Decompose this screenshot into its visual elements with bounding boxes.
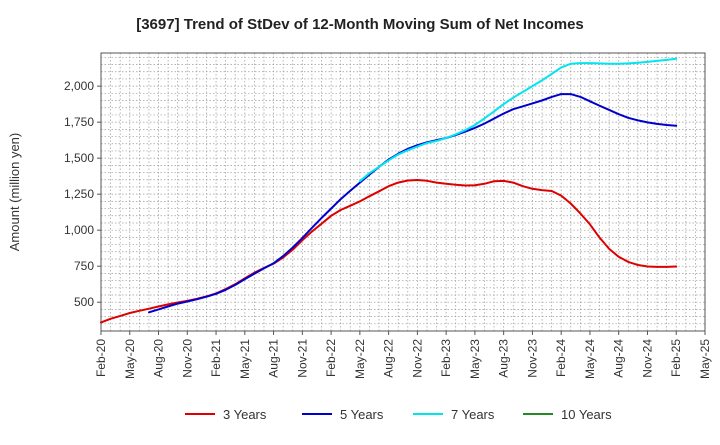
x-tick-label: Feb-22 bbox=[324, 339, 338, 377]
legend-label: 3 Years bbox=[223, 407, 267, 422]
series-lines bbox=[100, 57, 678, 324]
x-tick-label: May-23 bbox=[468, 339, 482, 379]
plot-area bbox=[100, 52, 706, 332]
x-axis-ticks: Feb-20 May-20 Aug-20 Nov-20 Feb-21 May-21 Aug-… bbox=[94, 331, 712, 379]
y-tick-label: 2,000 bbox=[64, 79, 94, 93]
y-axis-ticks: 500 750 1,000 1,250 1,500 1,750 2,000 bbox=[64, 79, 101, 309]
legend: 3 Years 5 Years 7 Years 10 Years bbox=[185, 407, 612, 422]
x-tick-label: May-22 bbox=[353, 339, 367, 379]
x-tick-label: Feb-21 bbox=[209, 339, 223, 377]
y-tick-label: 1,500 bbox=[64, 151, 94, 165]
x-tick-label: Feb-23 bbox=[439, 339, 453, 377]
series-line-5-years bbox=[148, 93, 678, 314]
x-tick-label: May-21 bbox=[238, 339, 252, 379]
x-tick-label: Feb-25 bbox=[669, 339, 683, 377]
y-tick-label: 1,000 bbox=[64, 223, 94, 237]
y-tick-label: 1,750 bbox=[64, 115, 94, 129]
x-tick-label: Aug-22 bbox=[382, 339, 396, 378]
x-tick-label: Aug-21 bbox=[267, 339, 281, 378]
x-tick-label: Feb-20 bbox=[94, 339, 108, 377]
legend-label: 7 Years bbox=[451, 407, 495, 422]
chart-title: [3697] Trend of StDev of 12-Month Moving… bbox=[136, 16, 584, 33]
series-line-7-years bbox=[358, 57, 678, 183]
x-tick-label: Nov-21 bbox=[295, 339, 309, 378]
legend-label: 10 Years bbox=[561, 407, 612, 422]
y-tick-label: 500 bbox=[74, 295, 94, 309]
x-tick-label: Aug-20 bbox=[152, 339, 166, 378]
x-tick-label: May-24 bbox=[583, 339, 597, 379]
x-tick-label: May-20 bbox=[123, 339, 137, 379]
y-axis-label: Amount (million yen) bbox=[7, 133, 22, 252]
x-tick-label: Nov-22 bbox=[410, 339, 424, 378]
x-tick-label: Nov-23 bbox=[525, 339, 539, 378]
x-tick-label: May-25 bbox=[698, 339, 712, 379]
x-tick-label: Aug-23 bbox=[497, 339, 511, 378]
x-tick-label: Nov-20 bbox=[180, 339, 194, 378]
x-tick-label: Nov-24 bbox=[640, 339, 654, 378]
y-tick-label: 750 bbox=[74, 259, 94, 273]
x-tick-label: Aug-24 bbox=[612, 339, 626, 378]
legend-label: 5 Years bbox=[340, 407, 384, 422]
y-tick-label: 1,250 bbox=[64, 187, 94, 201]
x-tick-label: Feb-24 bbox=[554, 339, 568, 377]
grid-lines bbox=[101, 53, 705, 332]
